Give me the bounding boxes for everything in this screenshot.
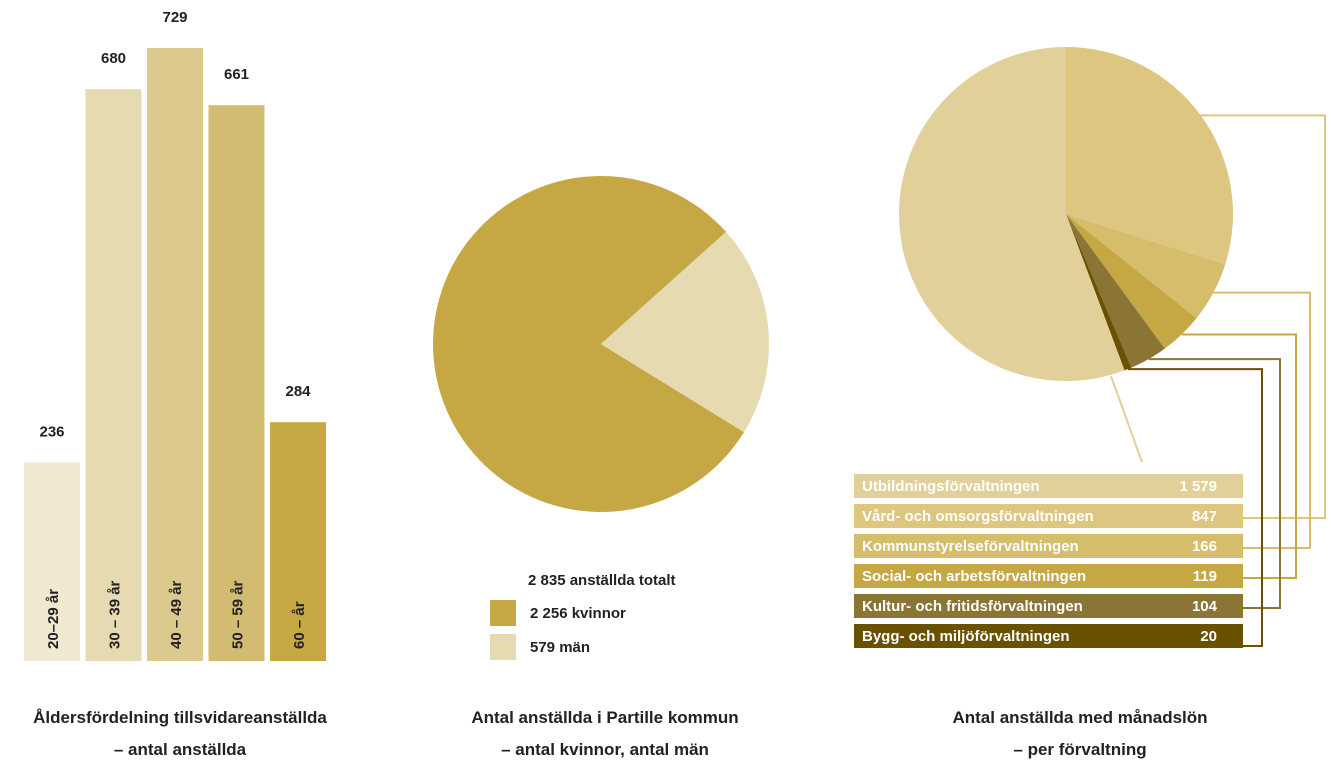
department-name: Bygg- och miljöförvaltningen — [862, 627, 1070, 645]
department-legend-row: Kommunstyrelseförvaltningen 166 — [854, 534, 1243, 558]
legend-swatch-men — [490, 634, 516, 660]
legend-label-women: 2 256 kvinnor — [530, 604, 626, 622]
department-name: Social- och arbetsförvaltningen — [862, 567, 1087, 585]
department-legend-row: Vård- och omsorgsförvaltningen 847 — [854, 504, 1243, 528]
department-chart-title: Antal anställda med månadslön — [952, 708, 1208, 727]
pie-slice-department-6 — [1066, 214, 1132, 371]
department-legend-row: Social- och arbetsförvaltningen 119 — [854, 564, 1243, 588]
age-bar-chart-plot: 236 20–29 år 680 30 – 39 år 729 40 – 49 år 661… — [24, 9, 326, 662]
department-chart-caption: Antal anställda med månadslön – per förv… — [830, 702, 1330, 766]
legend-swatch-women — [490, 600, 516, 626]
department-value: 1 579 — [1179, 477, 1217, 495]
age-bar-4 — [208, 105, 265, 662]
age-bar-category-label: 40 – 49 år — [168, 580, 185, 649]
department-name: Vård- och omsorgsförvaltningen — [862, 507, 1094, 525]
department-name: Utbildningsförvaltningen — [862, 477, 1040, 495]
department-chart-subtitle: – per förvaltning — [1013, 740, 1147, 759]
age-bar-category-label: 30 – 39 år — [107, 580, 124, 649]
age-bar-category-label: 20–29 år — [45, 589, 62, 649]
department-leader-line — [1200, 114, 1326, 519]
age-bar-5 — [270, 422, 326, 661]
total-employees-label: 2 835 anställda totalt — [528, 572, 676, 589]
age-bar-2 — [85, 89, 142, 662]
department-name: Kommunstyrelseförvaltningen — [862, 537, 1079, 555]
department-value: 166 — [1191, 537, 1217, 555]
age-bar-value-label: 284 — [285, 383, 311, 400]
age-chart-caption: Åldersfördelning tillsvidareanställda – … — [0, 702, 360, 766]
age-bar-chart: 236 20–29 år 680 30 – 39 år 729 40 – 49 år 661… — [0, 0, 360, 764]
legend-label-men: 579 män — [530, 638, 591, 656]
pie-slice-department-2 — [1066, 47, 1233, 265]
department-leader-line — [1181, 333, 1297, 579]
age-bar-3 — [147, 48, 203, 661]
legend-item-women: 2 256 kvinnor — [490, 600, 626, 626]
gender-pie-plot — [433, 176, 769, 513]
pie-slice-department-4 — [1066, 214, 1197, 349]
gender-pie-chart: 2 835 anställda totalt 2 256 kvinnor 579… — [400, 0, 820, 764]
department-legend-row: Utbildningsförvaltningen 1 579 — [854, 474, 1243, 498]
department-legend-row: Kultur- och fritidsförvaltningen 104 — [854, 594, 1243, 618]
department-name: Kultur- och fritidsförvaltningen — [862, 597, 1083, 615]
department-pie-chart: Utbildningsförvaltningen 1 579 Vård- och o… — [830, 0, 1331, 764]
age-chart-subtitle: – antal anställda — [113, 740, 247, 759]
pie-slice-men — [601, 231, 769, 433]
age-bar-value-label: 661 — [224, 66, 249, 83]
department-leader-line — [1213, 291, 1311, 549]
age-bar-1 — [24, 462, 80, 661]
department-pie-plot — [898, 47, 1326, 647]
pie-slice-department-5 — [1066, 214, 1165, 368]
age-bar-category-label: 60 – år — [291, 601, 308, 649]
legend-item-men: 579 män — [490, 634, 591, 660]
department-value: 847 — [1191, 507, 1217, 525]
department-leader-line — [1127, 368, 1263, 647]
department-value: 20 — [1200, 627, 1217, 645]
pie-slice-department-3 — [1066, 214, 1226, 319]
department-legend-row: Bygg- och miljöförvaltningen 20 — [854, 624, 1243, 648]
department-leader-line — [1110, 375, 1143, 463]
gender-chart-subtitle: – antal kvinnor, antal män — [501, 740, 709, 759]
age-bar-value-label: 236 — [39, 424, 64, 441]
pie-slice-women — [433, 176, 745, 513]
gender-chart-title: Antal anställda i Partille kommun — [471, 708, 739, 727]
age-chart-title: Åldersfördelning tillsvidareanställda — [33, 708, 327, 727]
pie-slice-department-1 — [898, 47, 1125, 381]
department-value: 119 — [1192, 567, 1217, 585]
gender-chart-caption: Antal anställda i Partille kommun – anta… — [400, 702, 810, 766]
age-bar-value-label: 729 — [162, 9, 187, 26]
age-bar-value-label: 680 — [101, 50, 126, 67]
age-bar-category-label: 50 – 59 år — [230, 580, 247, 649]
department-value: 104 — [1191, 597, 1217, 615]
